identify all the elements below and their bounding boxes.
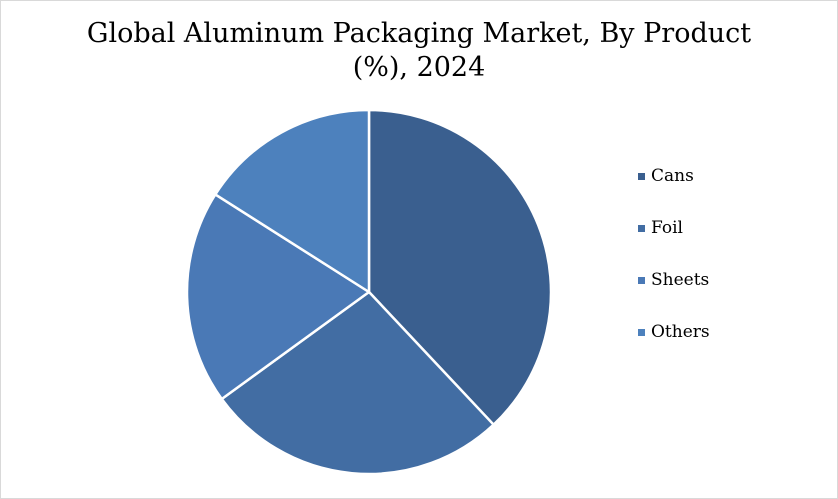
- legend-label-sheets: Sheets: [651, 270, 710, 290]
- legend-label-foil: Foil: [651, 218, 683, 238]
- legend-swatch-others: [638, 328, 645, 336]
- pie-slice-others: [214, 108, 371, 294]
- legend-label-others: Others: [651, 322, 710, 342]
- legend-label-cans: Cans: [651, 166, 694, 186]
- legend-item-sheets: Sheets: [638, 265, 710, 295]
- pie-slice-sheets: [185, 193, 371, 401]
- legend-item-foil: Foil: [638, 213, 710, 243]
- legend-item-others: Others: [638, 317, 710, 347]
- legend-swatch-foil: [638, 224, 645, 232]
- legend-swatch-cans: [638, 172, 645, 180]
- chart-title-line-2: (%), 2024: [352, 52, 486, 83]
- legend-item-cans: Cans: [638, 161, 710, 191]
- legend-swatch-sheets: [638, 276, 645, 284]
- pie-slice-foil: [220, 290, 495, 476]
- chart-title-line-1: Global Aluminum Packaging Market, By Pro…: [86, 18, 752, 49]
- chart-title: Global Aluminum Packaging Market, By Pro…: [1, 17, 837, 85]
- pie-slice-cans: [367, 108, 553, 426]
- legend: Cans Foil Sheets Others: [638, 161, 710, 369]
